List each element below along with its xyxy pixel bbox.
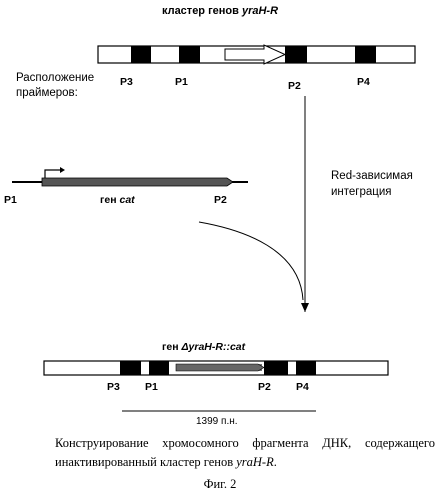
cat-fragment [12, 167, 248, 186]
top-primer-box-p2 [285, 46, 307, 63]
figure-caption: Конструирование хромосомного фрагмента Д… [55, 434, 435, 472]
figure-number: Фиг. 2 [0, 477, 440, 492]
result-cluster-title: ген ΔyraH-R::cat [162, 341, 245, 353]
result-primer-label-p3: P3 [107, 381, 120, 393]
primer-location-label-line2: праймеров: [16, 87, 78, 99]
result-cluster-bar [44, 361, 388, 375]
result-primer-box-p4 [296, 361, 316, 375]
cat-gene-label: ген cat [100, 194, 135, 206]
top-cluster-title: кластер генов yraH-R [0, 5, 440, 17]
top-cluster-bar [98, 45, 415, 64]
top-primer-label-p3: P3 [120, 76, 133, 88]
cat-right-primer-label: P2 [214, 194, 227, 206]
result-primer-label-p2: P2 [258, 381, 271, 393]
result-primer-box-p3 [120, 361, 141, 375]
top-primer-box-p3 [131, 46, 151, 63]
top-primer-label-p2: P2 [288, 80, 301, 92]
integration-label-line2: интеграция [331, 186, 392, 198]
length-label: 1399 п.н. [196, 416, 238, 427]
promoter-arrow-icon [45, 170, 60, 178]
top-primer-label-p1: P1 [175, 76, 188, 88]
result-primer-label-p4: P4 [296, 381, 309, 393]
integration-label-line1: Red-зависимая [331, 170, 413, 182]
primer-location-label-line1: Расположение [16, 72, 94, 84]
top-primer-box-p4 [355, 46, 376, 63]
cat-left-primer-label: P1 [4, 194, 17, 206]
top-primer-box-p1 [179, 46, 200, 63]
result-primer-box-p1a [149, 361, 169, 375]
result-primer-label-p1: P1 [145, 381, 158, 393]
top-primer-label-p4: P4 [357, 76, 370, 88]
result-primer-box-p2 [264, 361, 288, 375]
